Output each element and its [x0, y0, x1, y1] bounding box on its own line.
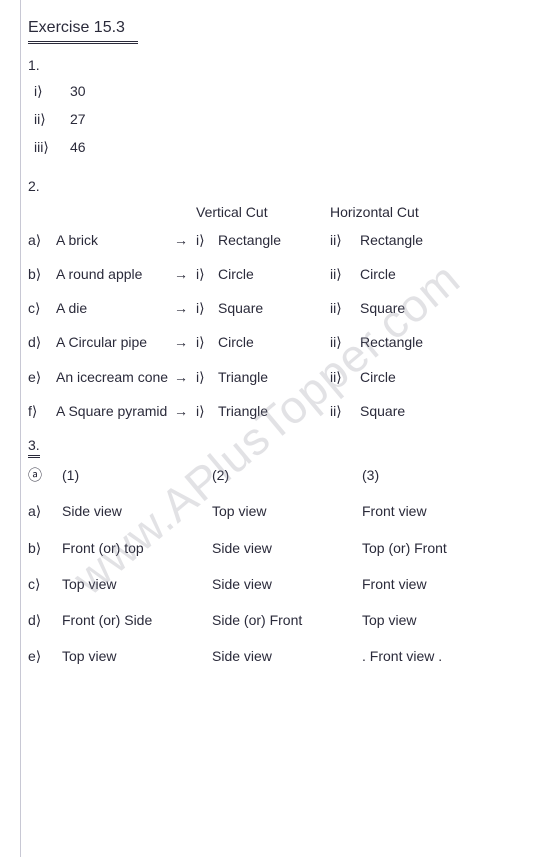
- q3-c1: Side view: [62, 502, 212, 520]
- q3-c2: Side (or) Front: [212, 611, 362, 629]
- q2-header-horizontal: Horizontal Cut: [330, 203, 419, 221]
- q3-row-label: d⟩: [28, 611, 62, 629]
- q3-c1: Top view: [62, 647, 212, 665]
- q2-ii-label: ii⟩: [330, 299, 360, 317]
- q2-i-label: i⟩: [196, 265, 218, 283]
- q3-c3: Top view: [362, 611, 416, 629]
- q2-ii-label: ii⟩: [330, 368, 360, 386]
- q2-row: f⟩ A Square pyramid → i⟩ Triangle ii⟩ Sq…: [28, 402, 523, 420]
- q2-row: c⟩ A die → i⟩ Square ii⟩ Square: [28, 299, 523, 317]
- q3-c3: . Front view .: [362, 647, 442, 665]
- q2-row-item: A Circular pipe: [56, 335, 174, 350]
- q2-vertical-cut: Triangle: [218, 402, 330, 420]
- q3-number: 3.: [28, 436, 523, 458]
- q2-row-item: A die: [56, 299, 174, 317]
- q2-ii-label: ii⟩: [330, 265, 360, 283]
- q2-row-label: f⟩: [28, 402, 56, 420]
- q1-row: i⟩ 30: [28, 82, 523, 100]
- q1-item-value: 46: [70, 138, 86, 156]
- q3-c2: Top view: [212, 502, 362, 520]
- q3-row: b⟩ Front (or) top Side view Top (or) Fro…: [28, 539, 523, 557]
- q2-row: d⟩ A Circular pipe → i⟩ Circle ii⟩ Recta…: [28, 333, 523, 351]
- q2-header-vertical: Vertical Cut: [196, 203, 330, 221]
- q1-row: ii⟩ 27: [28, 110, 523, 128]
- q2-number: 2.: [28, 177, 523, 195]
- q2-i-label: i⟩: [196, 402, 218, 420]
- q3-row-label: a⟩: [28, 502, 62, 520]
- q2-horizontal-cut: Circle: [360, 368, 396, 386]
- q1-number: 1.: [28, 56, 523, 74]
- arrow-icon: →: [174, 265, 196, 283]
- arrow-icon: →: [174, 231, 196, 249]
- q3-col1-header: (1): [62, 466, 212, 484]
- q2-ii-label: ii⟩: [330, 402, 360, 420]
- q3-col2-header: (2): [212, 466, 362, 484]
- q2-vertical-cut: Circle: [218, 333, 330, 351]
- q3-c2: Side view: [212, 647, 362, 665]
- q1-item-label: i⟩: [34, 82, 70, 100]
- q3-c3: Front view: [362, 502, 427, 520]
- q3-c1: Front (or) Side: [62, 611, 212, 629]
- q1-item-label: ii⟩: [34, 110, 70, 128]
- arrow-icon: →: [174, 368, 196, 386]
- q2-vertical-cut: Square: [218, 299, 330, 317]
- q2-row-item: A brick: [56, 231, 174, 249]
- q3-c3: Front view: [362, 575, 427, 593]
- q3-header-label: ⓐ: [28, 466, 62, 484]
- q2-ii-label: ii⟩: [330, 231, 360, 249]
- q3-c3: Top (or) Front: [362, 539, 447, 557]
- q2-horizontal-cut: Rectangle: [360, 333, 423, 351]
- q3-header-row: ⓐ (1) (2) (3): [28, 466, 523, 484]
- page-title: Exercise 15.3: [28, 18, 523, 39]
- q3-row: a⟩ Side view Top view Front view: [28, 502, 523, 520]
- q2-row-label: c⟩: [28, 299, 56, 317]
- q1-row: iii⟩ 46: [28, 138, 523, 156]
- q2-row: e⟩ An icecream cone → i⟩ Triangle ii⟩ Ci…: [28, 368, 523, 386]
- q3-row: c⟩ Top view Side view Front view: [28, 575, 523, 593]
- q1-item-value: 27: [70, 110, 86, 128]
- title-underline: [28, 41, 138, 44]
- q3-c1: Front (or) top: [62, 539, 212, 557]
- q2-horizontal-cut: Rectangle: [360, 231, 423, 249]
- q2-horizontal-cut: Square: [360, 402, 405, 420]
- q3-c1: Top view: [62, 575, 212, 593]
- q2-row-label: a⟩: [28, 231, 56, 249]
- q3-row-label: e⟩: [28, 647, 62, 665]
- q3-row: e⟩ Top view Side view . Front view .: [28, 647, 523, 665]
- q2-i-label: i⟩: [196, 299, 218, 317]
- q3-row: d⟩ Front (or) Side Side (or) Front Top v…: [28, 611, 523, 629]
- arrow-icon: →: [174, 402, 196, 420]
- q3-c2: Side view: [212, 539, 362, 557]
- q2-row-item: An icecream cone: [56, 370, 174, 385]
- q2-i-label: i⟩: [196, 333, 218, 351]
- q2-i-label: i⟩: [196, 368, 218, 386]
- q2-row-label: b⟩: [28, 265, 56, 283]
- q2-horizontal-cut: Circle: [360, 265, 396, 283]
- q2-vertical-cut: Circle: [218, 265, 330, 283]
- q2-header-row: Vertical Cut Horizontal Cut: [28, 203, 523, 221]
- q2-row-item: A Square pyramid: [56, 404, 174, 419]
- q3-row-label: b⟩: [28, 539, 62, 557]
- q2-row: a⟩ A brick → i⟩ Rectangle ii⟩ Rectangle: [28, 231, 523, 249]
- q2-row-label: e⟩: [28, 368, 56, 386]
- q3-row-label: c⟩: [28, 575, 62, 593]
- q2-row-item: A round apple: [56, 267, 174, 282]
- q3-col3-header: (3): [362, 466, 379, 484]
- q2-i-label: i⟩: [196, 231, 218, 249]
- q2-row-label: d⟩: [28, 333, 56, 351]
- q1-item-label: iii⟩: [34, 138, 70, 156]
- q2-ii-label: ii⟩: [330, 333, 360, 351]
- q2-row: b⟩ A round apple → i⟩ Circle ii⟩ Circle: [28, 265, 523, 283]
- q2-vertical-cut: Rectangle: [218, 231, 330, 249]
- arrow-icon: →: [174, 299, 196, 317]
- q2-vertical-cut: Triangle: [218, 368, 330, 386]
- q1-item-value: 30: [70, 82, 86, 100]
- q3-c2: Side view: [212, 575, 362, 593]
- arrow-icon: →: [174, 333, 196, 351]
- q2-horizontal-cut: Square: [360, 299, 405, 317]
